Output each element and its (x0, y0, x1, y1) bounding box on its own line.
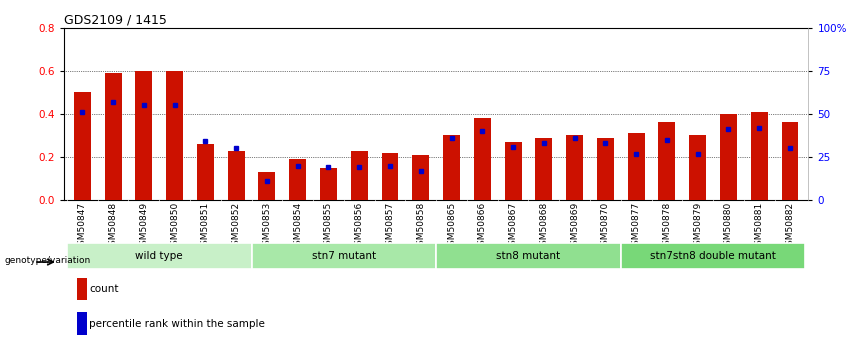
Text: GSM50856: GSM50856 (355, 202, 363, 252)
Bar (351, 150, 368, 200)
Text: GSM50868: GSM50868 (540, 202, 548, 252)
Bar (751, 112, 768, 200)
Text: GSM50881: GSM50881 (755, 202, 763, 252)
Text: GSM50857: GSM50857 (386, 202, 395, 252)
Bar (135, 71, 152, 200)
Bar (659, 122, 676, 200)
Bar (74, 92, 91, 200)
Text: GSM50882: GSM50882 (785, 202, 795, 251)
Bar (320, 168, 337, 200)
Text: GSM50852: GSM50852 (231, 202, 241, 251)
Text: GSM50865: GSM50865 (447, 202, 456, 252)
Bar (259, 172, 276, 200)
Bar (252, 243, 436, 269)
Bar (781, 122, 798, 200)
Text: GDS2109 / 1415: GDS2109 / 1415 (64, 13, 167, 27)
Text: GSM50855: GSM50855 (324, 202, 333, 252)
Text: GSM50850: GSM50850 (170, 202, 179, 252)
Text: wild type: wild type (135, 251, 183, 261)
Text: count: count (89, 284, 119, 294)
Bar (620, 243, 805, 269)
Text: GSM50848: GSM50848 (109, 202, 117, 251)
Bar (289, 159, 306, 200)
Text: GSM50869: GSM50869 (570, 202, 579, 252)
Bar (474, 118, 491, 200)
Text: genotype/variation: genotype/variation (4, 256, 90, 265)
Bar (720, 114, 737, 200)
Text: GSM50877: GSM50877 (631, 202, 641, 252)
Text: GSM50854: GSM50854 (294, 202, 302, 251)
Bar (566, 136, 583, 200)
Text: GSM50851: GSM50851 (201, 202, 210, 252)
Bar (228, 150, 244, 200)
Text: percentile rank within the sample: percentile rank within the sample (89, 319, 266, 328)
Text: GSM50867: GSM50867 (509, 202, 517, 252)
Text: GSM50866: GSM50866 (477, 202, 487, 252)
Text: GSM50849: GSM50849 (140, 202, 148, 251)
Bar (197, 144, 214, 200)
Bar (166, 71, 183, 200)
Bar (105, 73, 122, 200)
Bar (436, 243, 620, 269)
Text: GSM50880: GSM50880 (724, 202, 733, 252)
Text: stn7stn8 double mutant: stn7stn8 double mutant (650, 251, 776, 261)
Bar (412, 155, 429, 200)
Text: GSM50879: GSM50879 (694, 202, 702, 252)
Bar (689, 136, 706, 200)
Text: GSM50853: GSM50853 (262, 202, 271, 252)
Bar (628, 133, 644, 200)
Text: stn8 mutant: stn8 mutant (496, 251, 561, 261)
Bar (505, 142, 522, 200)
Text: GSM50858: GSM50858 (416, 202, 426, 252)
Bar (381, 152, 398, 200)
Bar (597, 138, 614, 200)
Text: GSM50870: GSM50870 (601, 202, 610, 252)
Bar (535, 138, 552, 200)
Text: GSM50878: GSM50878 (662, 202, 671, 252)
Bar (443, 136, 460, 200)
Text: GSM50847: GSM50847 (77, 202, 87, 251)
Text: stn7 mutant: stn7 mutant (311, 251, 376, 261)
Bar (67, 243, 252, 269)
